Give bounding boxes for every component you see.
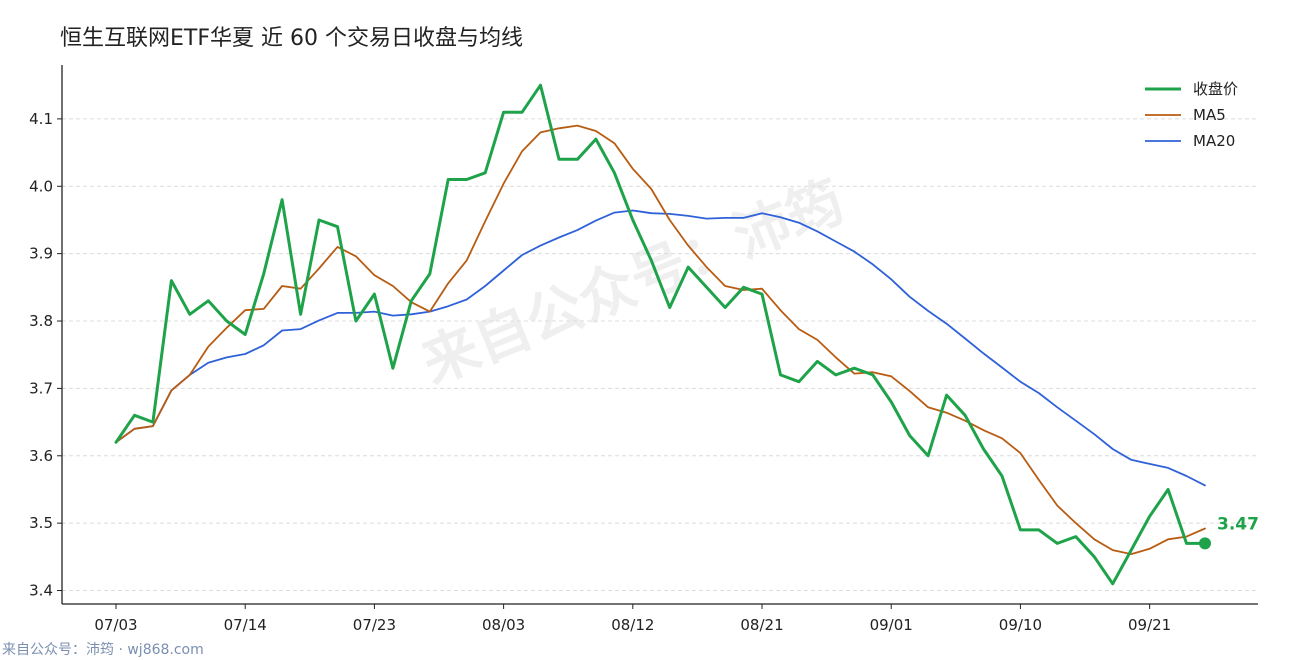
ma5-line [115, 124, 1206, 555]
footer-credit: 来自公众号：沛筠 · wj868.com [2, 641, 204, 658]
x-tick-label: 09/21 [1128, 616, 1171, 634]
x-tick-label: 08/03 [482, 616, 525, 634]
x-tick-label: 09/10 [999, 616, 1042, 634]
legend: 收盘价 MA5 MA20 [1145, 80, 1238, 150]
legend-label-ma20: MA20 [1193, 132, 1235, 150]
legend-label-ma5: MA5 [1193, 106, 1226, 124]
y-tick-label: 3.7 [29, 379, 53, 397]
series: 3.47 [114, 83, 1259, 586]
x-tick-label: 09/01 [870, 616, 913, 634]
y-tick-label: 3.9 [29, 245, 53, 263]
y-tick-label: 3.8 [29, 312, 53, 330]
last-close-marker [1199, 537, 1211, 550]
chart-title: 恒生互联网ETF华夏 近 60 个交易日收盘与均线 [60, 26, 523, 51]
x-tick-label: 07/14 [224, 616, 267, 634]
axes: 3.4 3.5 3.6 3.7 3.8 3.9 4.0 4.1 07/03 07/14 07/23 0… [29, 65, 1258, 634]
y-tick-label: 3.6 [29, 447, 53, 465]
y-tick-label: 4.1 [29, 110, 53, 128]
close-price-line [114, 83, 1207, 586]
watermark: 来自公众号：沛筠 [413, 169, 853, 397]
x-tick-label: 07/23 [353, 616, 396, 634]
y-tick-label: 3.5 [29, 514, 53, 532]
x-tick-label: 08/12 [611, 616, 654, 634]
legend-label-close-price: 收盘价 [1193, 80, 1238, 98]
y-tick-label: 3.4 [29, 582, 53, 600]
y-tick-label: 4.0 [29, 177, 53, 195]
ma20-line [115, 209, 1206, 487]
grid [62, 118, 1258, 592]
last-close-label: 3.47 [1217, 514, 1259, 534]
x-tick-label: 07/03 [94, 616, 137, 634]
x-tick-label: 08/21 [740, 616, 783, 634]
